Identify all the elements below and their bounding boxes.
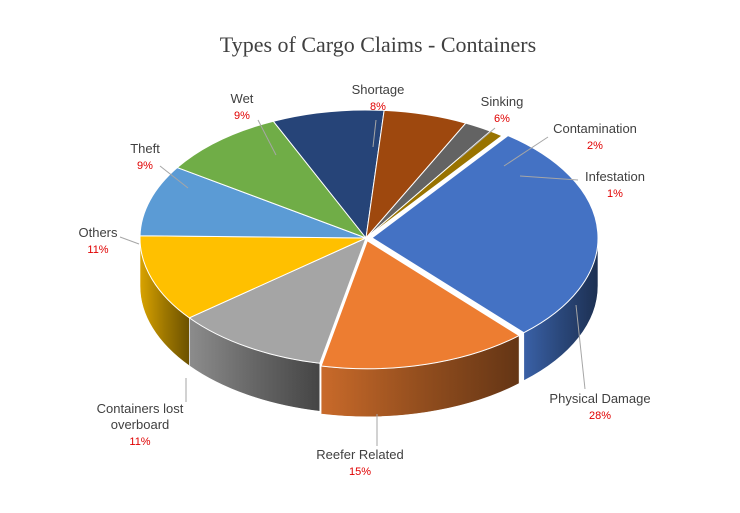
- slice-label-infestation: Infestation: [585, 169, 645, 184]
- pie-slice-theft: [139, 166, 367, 239]
- leader-line-physical-damage: [575, 304, 586, 390]
- leader-line-contamination: [503, 136, 549, 167]
- chart-title: Types of Cargo Claims - Containers: [220, 32, 536, 57]
- slice-label-physical-damage: Physical Damage: [549, 391, 650, 406]
- leader-line-wet: [257, 119, 277, 156]
- slice-value-sinking: 6%: [494, 113, 510, 125]
- pie-slice-reefer-related: [320, 239, 521, 370]
- leader-line-others: [119, 236, 140, 245]
- slice-value-wet: 9%: [234, 110, 250, 122]
- slice-value-infestation: 1%: [607, 188, 623, 200]
- slice-value-shortage: 8%: [370, 101, 386, 113]
- slice-label-reefer-related: Reefer Related: [316, 447, 403, 462]
- slice-label-containers-lost-overboard: Containers lost overboard: [97, 401, 184, 432]
- leader-line-shortage: [372, 119, 377, 148]
- pie-slice-others: [139, 235, 367, 319]
- pie-slice-infestation: [365, 130, 504, 239]
- leader-line-theft: [159, 165, 189, 189]
- pie-labels: Physical Damage 28% Reefer Related 15% Conta…: [78, 82, 650, 478]
- leader-line-sinking: [459, 127, 496, 159]
- leader-line-infestation: [519, 175, 579, 181]
- slice-value-others: 11%: [87, 244, 108, 256]
- pie-sides: [139, 237, 599, 418]
- slice-label-others: Others: [78, 225, 118, 240]
- slice-label-wet: Wet: [231, 91, 254, 106]
- slice-label-contamination: Contamination: [553, 121, 637, 136]
- slice-value-containers-lost-overboard: 11%: [129, 436, 150, 448]
- pie-slice-wet: [176, 120, 368, 240]
- pie-slice-containers-lost-overboard: [188, 237, 367, 364]
- slice-value-physical-damage: 28%: [589, 410, 611, 422]
- pie-slice-shortage: [272, 109, 385, 240]
- slice-value-contamination: 2%: [587, 140, 603, 152]
- pie-slice-physical-damage: [371, 135, 599, 334]
- slice-label-shortage: Shortage: [352, 82, 405, 97]
- slice-value-reefer-related: 15%: [349, 466, 371, 478]
- slice-value-theft: 9%: [137, 160, 153, 172]
- slice-label-sinking: Sinking: [481, 94, 524, 109]
- slice-label-theft: Theft: [130, 141, 160, 156]
- pie-tops: [139, 109, 599, 370]
